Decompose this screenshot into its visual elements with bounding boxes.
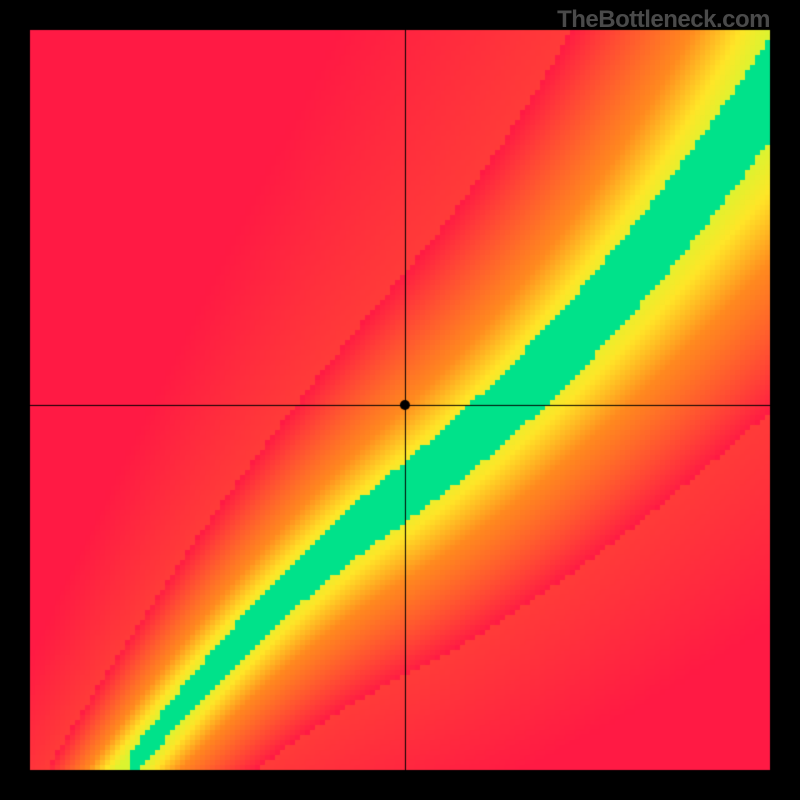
bottleneck-heatmap [0,0,800,800]
watermark-text: TheBottleneck.com [557,6,770,34]
